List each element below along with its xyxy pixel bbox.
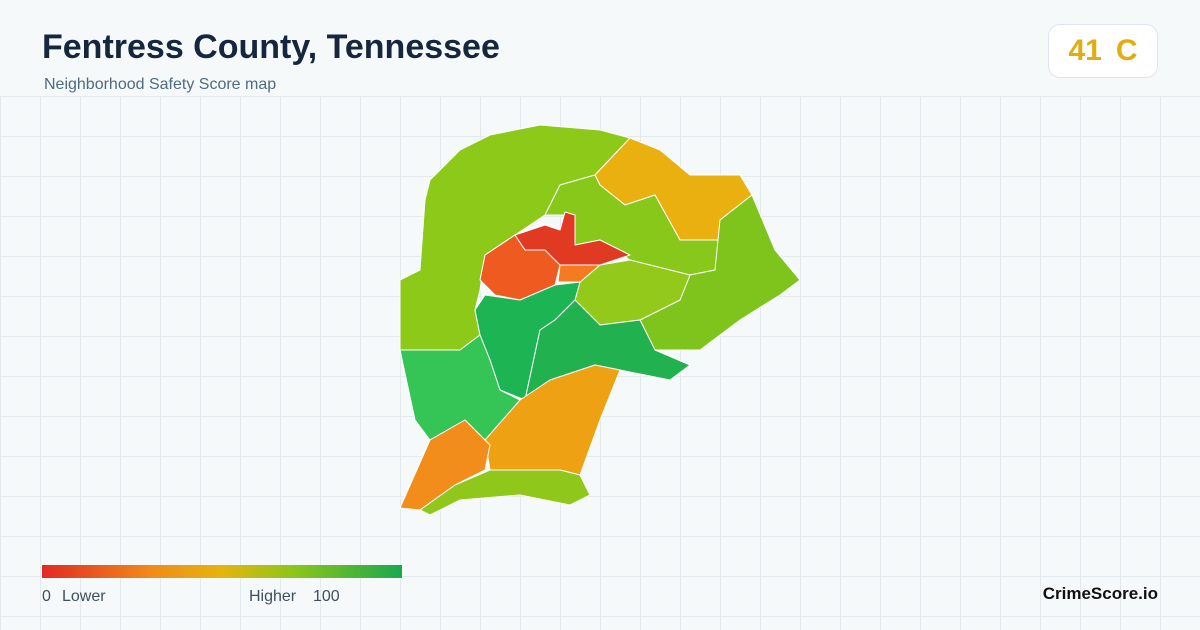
score-badge: 41 C xyxy=(1048,24,1158,78)
legend-gradient xyxy=(42,565,402,578)
subtitle: Neighborhood Safety Score map xyxy=(44,76,277,93)
region xyxy=(419,469,591,516)
score-grade: C xyxy=(1115,34,1138,67)
legend-min: 0 xyxy=(42,588,51,605)
title: Fentress County, Tennessee xyxy=(42,28,500,66)
score-value: 41 xyxy=(1068,34,1102,67)
legend-min-label: Lower xyxy=(62,588,106,605)
header xyxy=(0,0,1200,96)
region xyxy=(399,419,491,511)
legend-max-label: Higher xyxy=(249,588,297,605)
region xyxy=(514,211,631,266)
brand: CrimeScore.io xyxy=(1042,584,1158,603)
legend-max: 100 xyxy=(313,588,340,605)
